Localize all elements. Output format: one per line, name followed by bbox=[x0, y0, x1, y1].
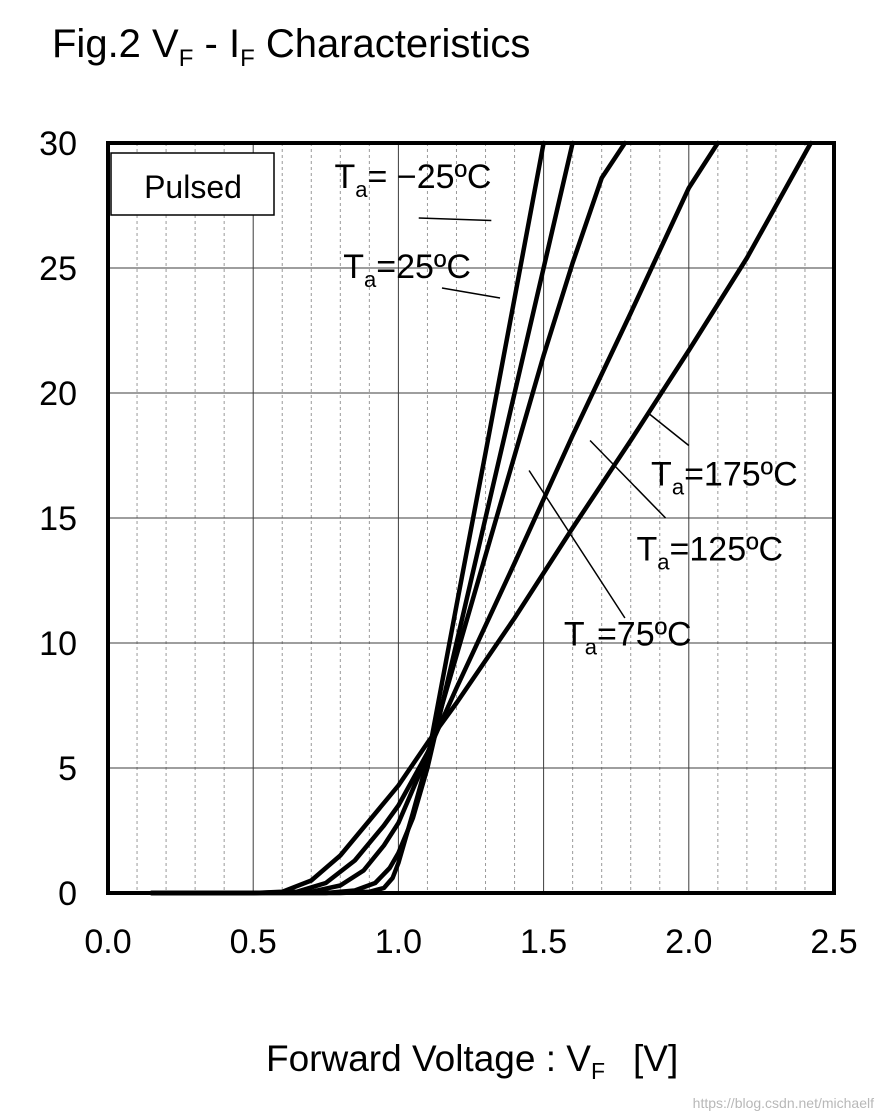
series-label-sub: a bbox=[355, 177, 368, 202]
pulsed-box: Pulsed bbox=[110, 152, 275, 216]
x-tick-label: 0.0 bbox=[84, 923, 131, 961]
x-tick-label: 2.5 bbox=[810, 923, 857, 961]
x-tick-labels: 0.0 0.5 1.0 1.5 2.0 2.5 bbox=[84, 923, 857, 961]
title-prefix: Fig.2 V bbox=[52, 22, 179, 66]
annotation-leader-0 bbox=[418, 217, 492, 222]
title-mid: - I bbox=[193, 22, 240, 66]
x-tick-label: 1.0 bbox=[375, 923, 422, 961]
series-label-t: T bbox=[651, 456, 672, 494]
y-tick-label: 20 bbox=[39, 375, 77, 413]
y-tick-label: 0 bbox=[58, 875, 77, 913]
series-label-t: T bbox=[335, 158, 356, 196]
series-label-t: T bbox=[637, 531, 658, 569]
y-tick-label: 30 bbox=[39, 125, 77, 163]
watermark: https://blog.csdn.net/michaelf bbox=[693, 1095, 874, 1111]
series-lines bbox=[149, 140, 814, 896]
series-label-0: Ta= −25ºC bbox=[335, 158, 492, 202]
xlabel-prefix: Forward Voltage : V bbox=[266, 1038, 591, 1079]
series-line-4 bbox=[149, 140, 814, 896]
x-axis-label: Forward Voltage : VF [V] bbox=[266, 1038, 678, 1084]
major-grid bbox=[108, 143, 834, 893]
series-label-rest: =75ºC bbox=[597, 616, 692, 654]
series-label-sub: a bbox=[672, 475, 685, 500]
series-label-rest: =175ºC bbox=[684, 456, 798, 494]
xlabel-sub: F bbox=[591, 1058, 605, 1084]
title-suffix: Characteristics bbox=[255, 22, 531, 66]
title-sub1: F bbox=[179, 45, 194, 72]
pulsed-label: Pulsed bbox=[144, 169, 242, 205]
chart-title: Fig.2 VF - IF Characteristics bbox=[52, 22, 530, 72]
annotation-leader-4 bbox=[528, 470, 626, 619]
pulsed-box-frame bbox=[110, 152, 275, 216]
series-label-rest: =25ºC bbox=[376, 248, 471, 286]
series-label-t: T bbox=[564, 616, 585, 654]
xlabel-unit: [V] bbox=[633, 1038, 678, 1079]
plot-frame bbox=[106, 141, 836, 895]
series-label-3: Ta=125ºC bbox=[637, 531, 784, 575]
series-label-sub: a bbox=[364, 267, 377, 292]
x-tick-label: 2.0 bbox=[665, 923, 712, 961]
series-label-1: Ta=25ºC bbox=[343, 248, 471, 292]
y-tick-label: 15 bbox=[39, 500, 77, 538]
y-tick-label: 10 bbox=[39, 625, 77, 663]
x-tick-label: 0.5 bbox=[230, 923, 277, 961]
series-label-sub: a bbox=[585, 635, 598, 660]
annotation-leader-3 bbox=[589, 439, 667, 519]
series-label-2: Ta=75ºC bbox=[564, 616, 692, 660]
y-tick-labels: 0 5 10 15 20 25 30 bbox=[39, 125, 77, 913]
series-label-rest: =125ºC bbox=[670, 531, 784, 569]
y-tick-label: 5 bbox=[58, 750, 77, 788]
annotation-leader-2 bbox=[647, 412, 690, 447]
series-label-sub: a bbox=[657, 550, 670, 575]
series-label-t: T bbox=[343, 248, 364, 286]
series-label-4: Ta=175ºC bbox=[651, 456, 798, 500]
series-line-3 bbox=[149, 140, 721, 896]
title-sub2: F bbox=[240, 45, 255, 72]
x-tick-label: 1.5 bbox=[520, 923, 567, 961]
series-label-rest: = −25ºC bbox=[368, 158, 492, 196]
annotation-leader-1 bbox=[441, 287, 501, 299]
y-tick-label: 25 bbox=[39, 250, 77, 288]
